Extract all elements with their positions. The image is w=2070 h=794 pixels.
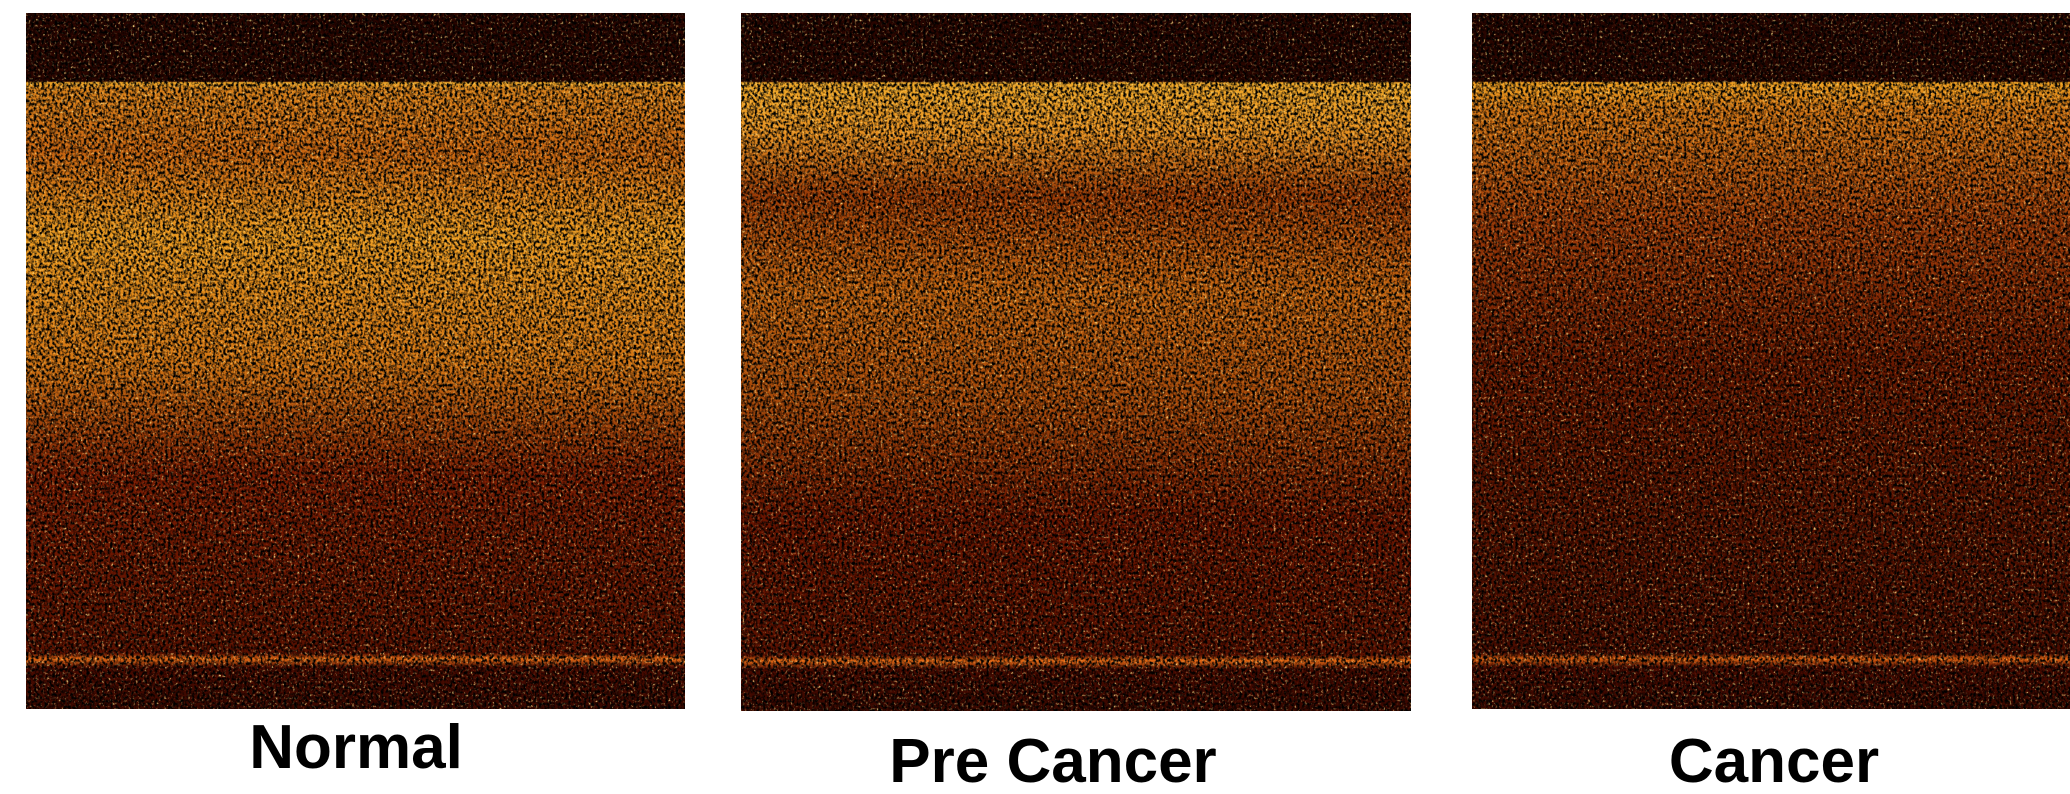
oct-panel: Cancer [1472, 13, 2070, 794]
oct-panel: Normal [26, 13, 685, 782]
panel-label: Normal [249, 713, 463, 782]
speckle [741, 13, 1411, 711]
speckle [26, 13, 685, 709]
panel-label: Pre Cancer [889, 727, 1216, 794]
speckle [1472, 13, 2070, 709]
oct-panel: Pre Cancer [741, 13, 1411, 794]
panel-label: Cancer [1669, 727, 1879, 794]
